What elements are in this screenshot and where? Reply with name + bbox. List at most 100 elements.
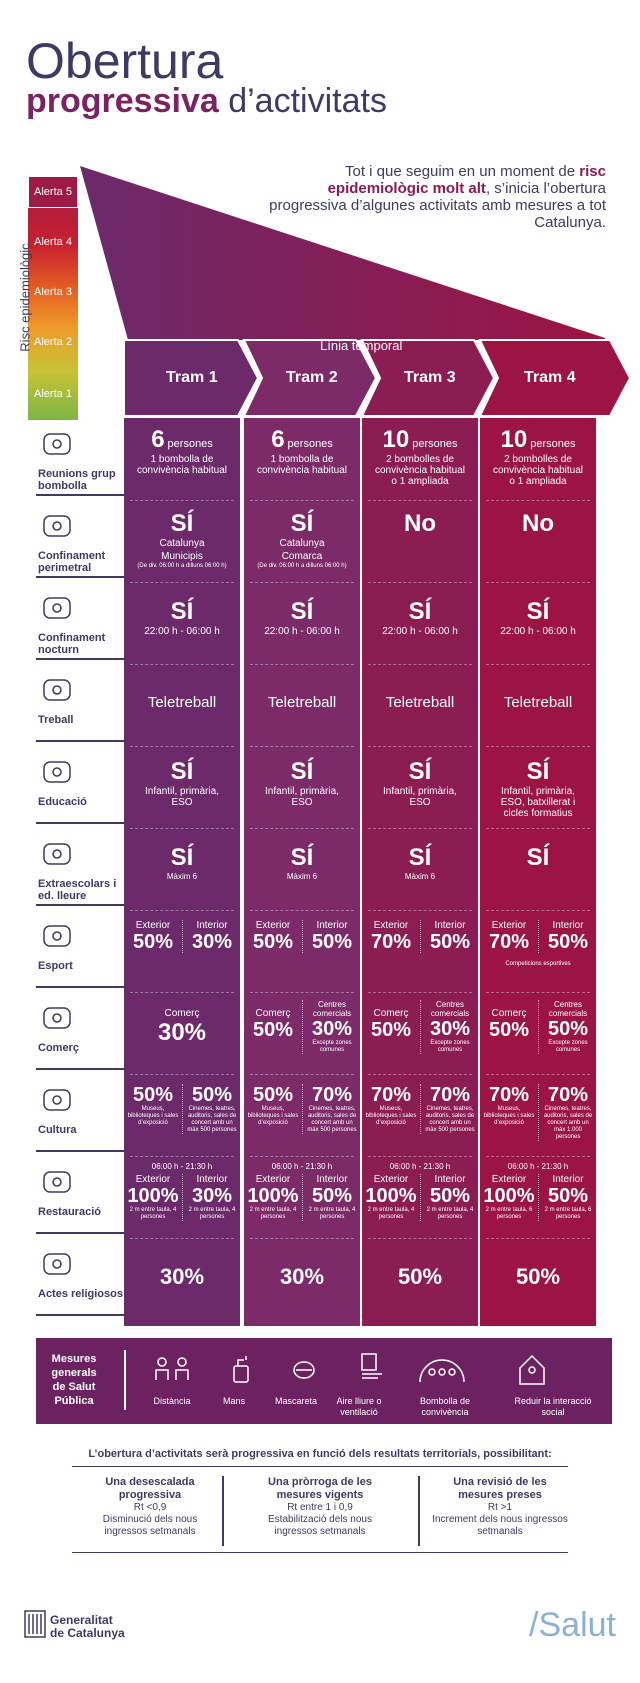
theatre-masks-icon (38, 1084, 78, 1124)
table-cell: SÍ 22:00 h - 06:00 h (480, 582, 596, 664)
reunions-unit: persones (167, 438, 213, 450)
comerc-centres-label: Centres comercials (312, 1000, 352, 1018)
restauracio-ext: Exterior 100% 2 m entre taula, 4 persones (244, 1174, 302, 1221)
esport-ext-label: Exterior (373, 920, 409, 931)
comerc-value: 30% (157, 1019, 207, 1046)
cultura-museus: 50% Museus, biblioteques i sales d’exposi… (124, 1084, 182, 1127)
comerc-centres: Centres comercials 50% Excepte zones comun… (538, 1000, 597, 1054)
obertura-divider-2 (418, 1476, 420, 1546)
esport-ext-label: Exterior (491, 920, 527, 931)
comerc-shop: Comerç 50% (362, 1008, 420, 1041)
row-underline (36, 740, 128, 742)
row-label-actes: Actes religiosos (38, 1288, 123, 1300)
row-separator (130, 1238, 234, 1239)
confinament-value: No (404, 510, 436, 537)
restauracio-int: Interior 50% 2 m entre taula, 4 persones (302, 1174, 361, 1221)
cultura-cinemes-value: 70% (429, 1084, 471, 1106)
table-cell: Teletreball (244, 664, 360, 746)
row-separator (486, 1074, 590, 1075)
cultura-cinemes-note: Cinemes, teatres, auditoris, sales de co… (187, 1106, 237, 1133)
esport-int-value: 50% (311, 931, 353, 953)
row-separator (368, 582, 472, 583)
tram-column: 10 persones 2 bombolles de convivència hab… (362, 418, 478, 1326)
educacio-value: SÍ (526, 758, 550, 785)
cultura-cinemes-value: 50% (191, 1084, 233, 1106)
table-cell: 50% (362, 1238, 478, 1326)
row-separator (130, 582, 234, 583)
extra-value: SÍ (290, 844, 314, 871)
row-separator (368, 1156, 472, 1157)
restauracio-int-note: 2 m entre taula, 4 persones (188, 1207, 236, 1220)
obertura-1-title: Una desescalada progressiva (105, 1476, 195, 1501)
cultura-museus: 70% Museus, biblioteques i sales d’exposi… (480, 1084, 538, 1127)
actes-value: 30% (279, 1264, 325, 1289)
educacio-desc: Infantil, primària, ESO (265, 786, 339, 808)
mesura-1: Distància (153, 1396, 191, 1406)
tram-2: Tram 2 (286, 369, 338, 386)
row-separator (250, 992, 354, 993)
row-separator (130, 828, 234, 829)
restauracio-int-value: 50% (547, 1185, 589, 1207)
confinament-b: Comarca (281, 551, 323, 562)
row-underline (36, 822, 128, 824)
educacio-value: SÍ (170, 758, 194, 785)
row-separator (486, 992, 590, 993)
tram-column: 6 persones 1 bombolla de convivència habit… (244, 418, 360, 1326)
esport-ext: Exterior 50% (244, 920, 302, 953)
table-cell: SÍ Infantil, primària, ESO (124, 746, 240, 828)
reunions-count: 10 persones (362, 426, 478, 454)
restauracio-int-label: Interior (196, 1174, 228, 1185)
timeline-wedge (80, 166, 632, 417)
esport-int-label: Interior (316, 920, 348, 931)
row-separator (368, 1074, 472, 1075)
comerc-label: Comerç (373, 1008, 409, 1019)
tram-1: Tram 1 (166, 369, 218, 386)
mesura-3: Mascareta (274, 1396, 318, 1406)
table-cell: Exterior 50% Interior 50% (244, 910, 360, 992)
comerc-centres-label: Centres comercials (430, 1000, 470, 1018)
table-cell: 50% Museus, biblioteques i sales d’exposi… (124, 1074, 240, 1156)
reunions-desc: 2 bombolles de convivència habitual o 1 … (374, 454, 466, 487)
confinament-b: Municipis (161, 551, 203, 562)
row-underline (36, 1232, 128, 1234)
confinament-a: Catalunya (159, 538, 205, 549)
table-cell: 06:00 h - 21:30 h Exterior 100% 2 m entre t… (124, 1156, 240, 1238)
table-cell: 06:00 h - 21:30 h Exterior 100% 2 m entre t… (480, 1156, 596, 1238)
row-label-cultura: Cultura (38, 1124, 77, 1136)
extra-value: SÍ (526, 844, 550, 871)
esport-ext-value: 50% (252, 931, 294, 953)
esport-int: Interior 30% (182, 920, 241, 953)
confinament-c: (De div. 06:00 h a dilluns 06:00 h) (137, 563, 227, 569)
educacio-desc: Infantil, primària, ESO (145, 786, 219, 808)
cultura-museus-value: 70% (488, 1084, 530, 1106)
row-label-confinament: Confinament perimetral (38, 550, 106, 574)
cultura-cinemes-note: Cinemes, teatres, auditoris, sales de co… (543, 1106, 593, 1140)
treball-value: Teletreball (385, 694, 455, 711)
restauracio-int-value: 30% (191, 1185, 233, 1207)
cultura-museus-note: Museus, biblioteques i sales d’exposició (127, 1106, 179, 1126)
row-underline (36, 1068, 128, 1070)
restauracio-int: Interior 50% 2 m entre taula, 6 persones (538, 1174, 597, 1221)
row-separator (486, 500, 590, 501)
table-cell: 06:00 h - 21:30 h Exterior 100% 2 m entre t… (362, 1156, 478, 1238)
nocturn-hours: 22:00 h - 06:00 h (382, 626, 458, 637)
restauracio-ext: Exterior 100% 2 m entre taula, 4 persones (362, 1174, 420, 1221)
confinament-c: (De div. 06:00 h a dilluns 06:00 h) (257, 563, 347, 569)
obertura-3-desc: Increment dels nous ingressos setmanals (432, 1514, 568, 1537)
row-separator (368, 992, 472, 993)
gen-line1: Generalitat (50, 1613, 113, 1627)
row-separator (368, 664, 472, 665)
table-cell: Teletreball (124, 664, 240, 746)
table-cell: No (362, 500, 478, 582)
row-underline (36, 904, 128, 906)
row-separator (250, 664, 354, 665)
restauracio-int: Interior 30% 2 m entre taula, 4 persones (182, 1174, 241, 1221)
row-separator (250, 910, 354, 911)
restauracio-int-label: Interior (434, 1174, 466, 1185)
restauracio-ext-note: 2 m entre taula, 6 persones (485, 1207, 533, 1220)
cultura-museus-note: Museus, biblioteques i sales d’exposició (247, 1106, 299, 1126)
obertura-item-2: Una pròrroga de les mesures vigents Rt en… (250, 1476, 390, 1538)
nocturn-value: SÍ (290, 598, 314, 625)
row-label-nocturn: Confinament nocturn (38, 632, 106, 656)
restauracio-hours: 06:00 h - 21:30 h (151, 1162, 213, 1171)
